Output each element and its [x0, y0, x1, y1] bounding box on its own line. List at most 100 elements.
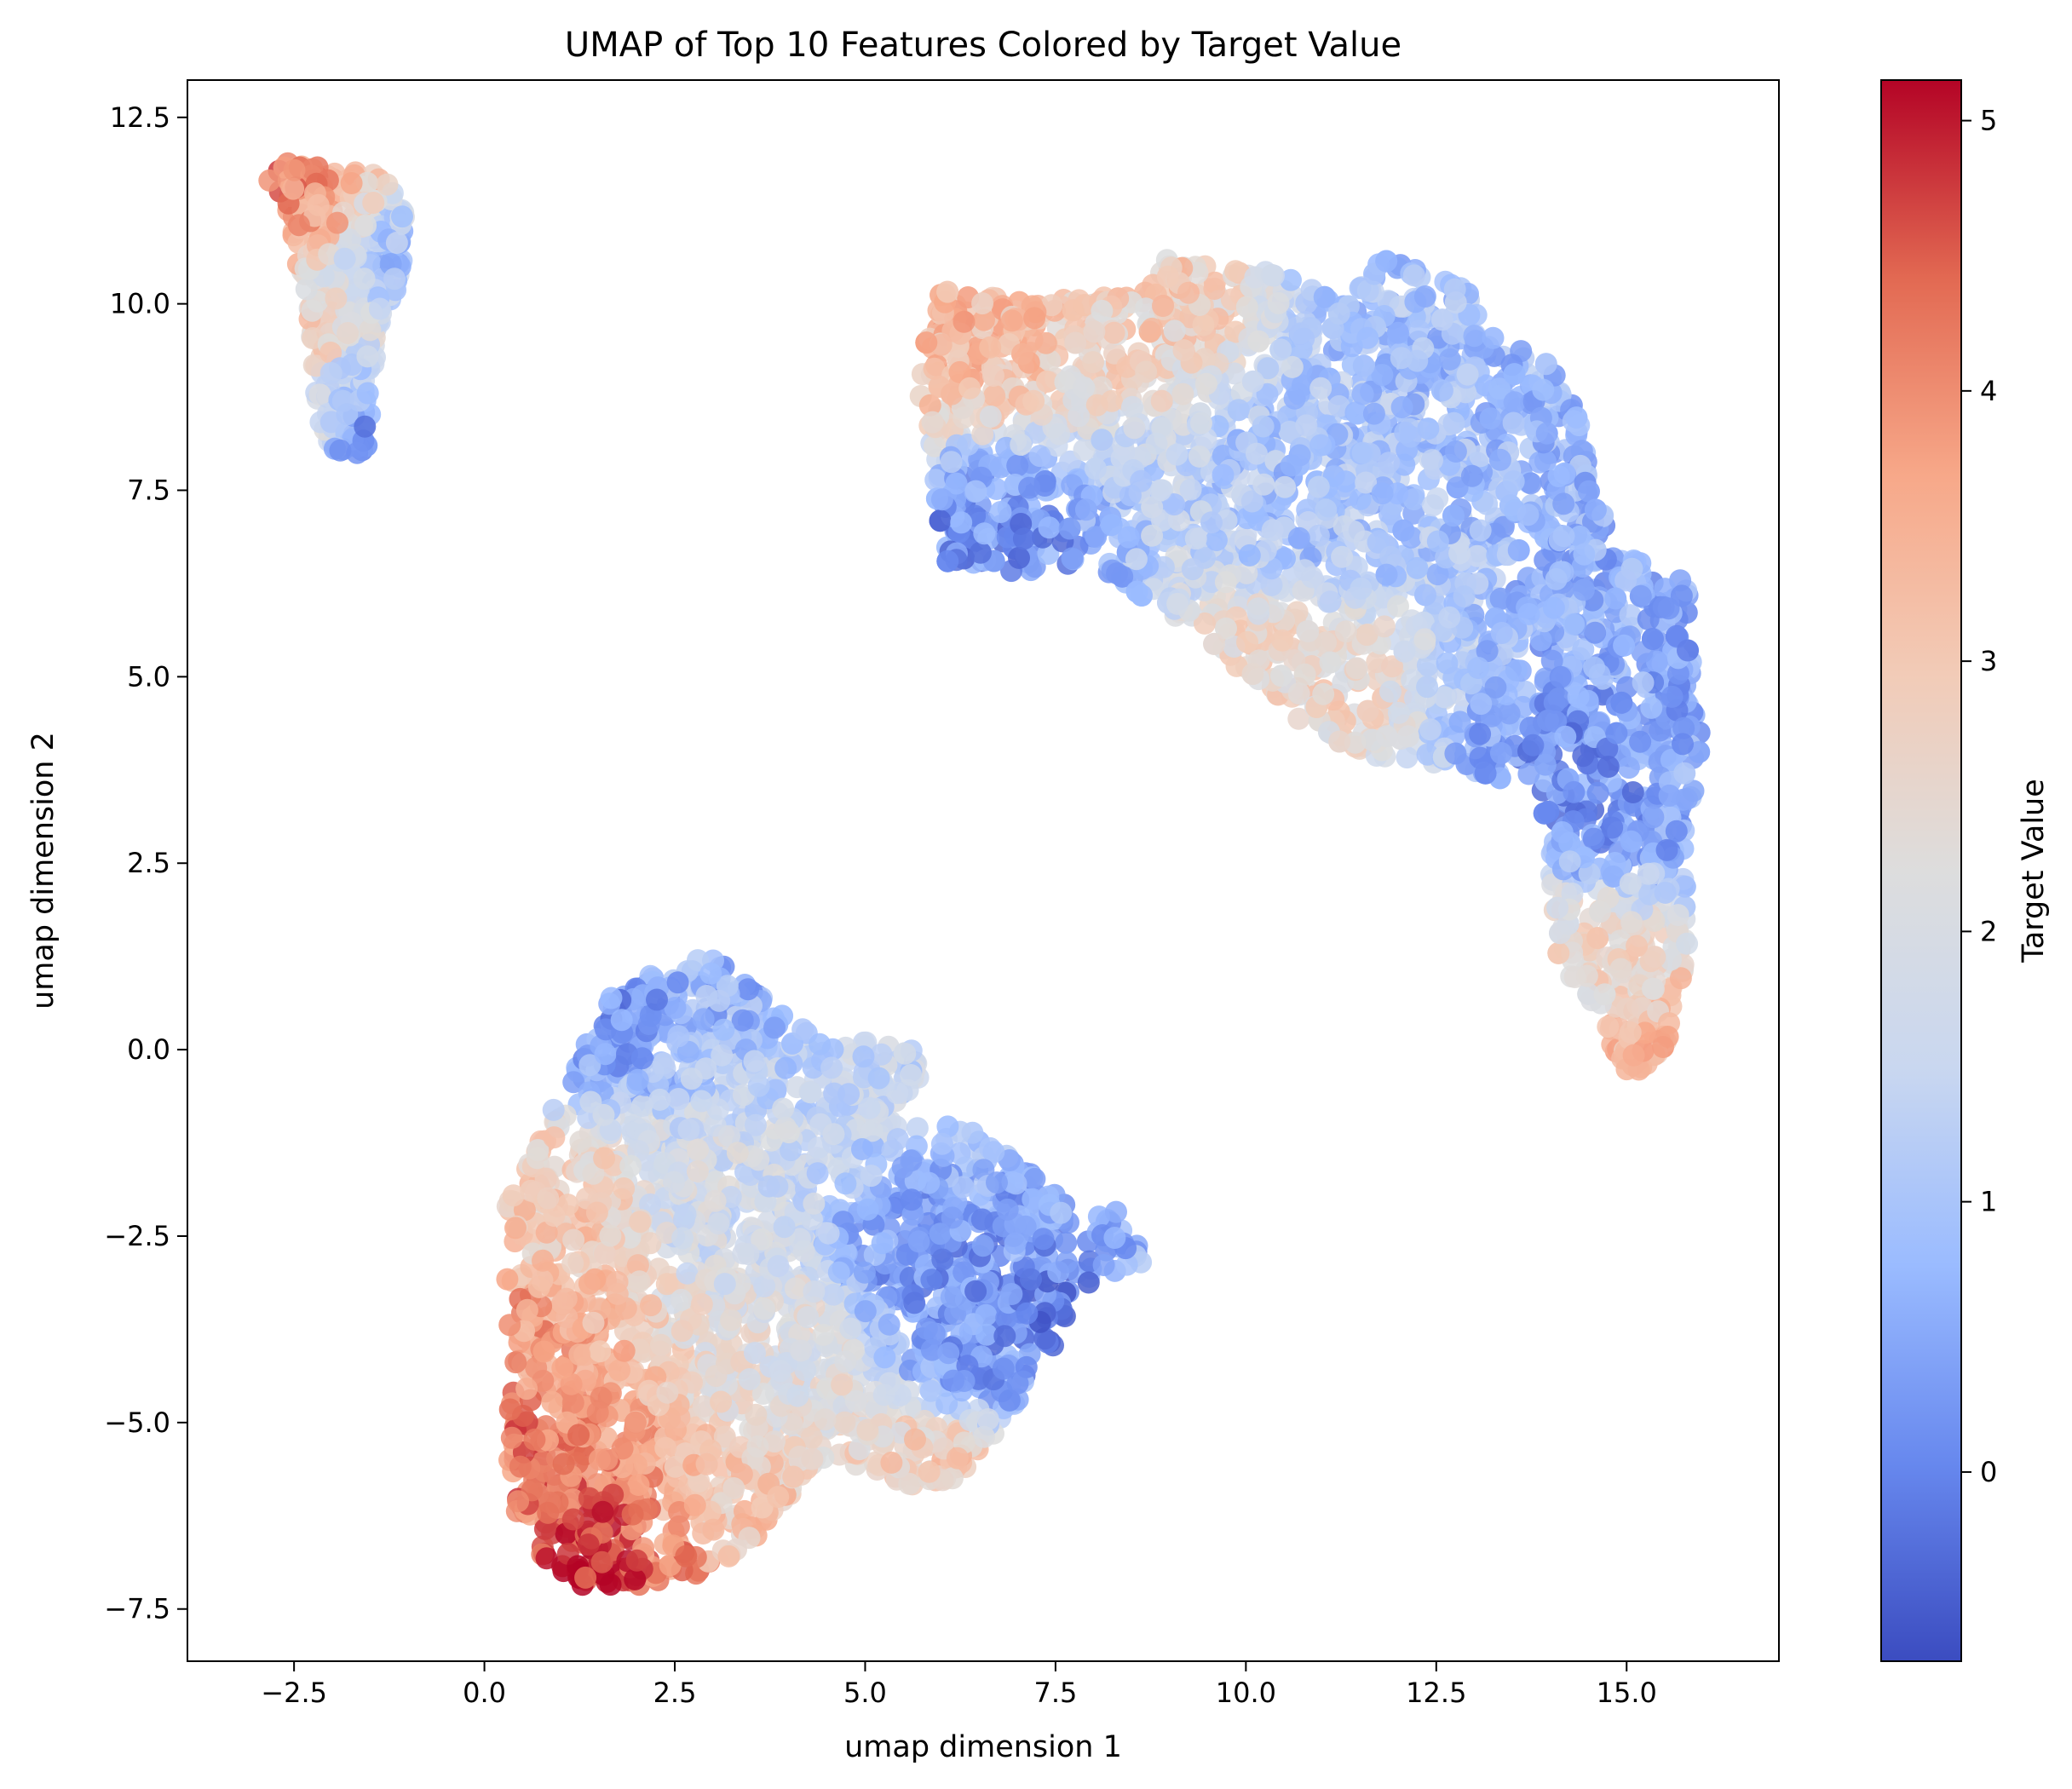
scatter-point — [1549, 922, 1571, 945]
scatter-point — [1545, 567, 1568, 590]
scatter-point — [1456, 363, 1479, 386]
scatter-point — [1658, 784, 1681, 807]
scatter-point — [1335, 620, 1357, 643]
scatter-point — [1203, 632, 1226, 655]
scatter-point — [1373, 615, 1396, 638]
scatter-point — [1292, 327, 1315, 350]
scatter-point — [1522, 733, 1545, 756]
scatter-point — [971, 292, 994, 315]
scatter-point — [1584, 621, 1607, 644]
scatter-point — [1073, 439, 1096, 461]
scatter-point — [1074, 498, 1097, 521]
scatter-point — [1261, 519, 1284, 542]
scatter-point — [1269, 338, 1292, 361]
scatter-point — [1517, 503, 1540, 526]
scatter-point — [1657, 597, 1680, 620]
scatter-point — [948, 360, 971, 383]
scatter-point — [936, 280, 959, 303]
scatter-point — [1244, 266, 1267, 289]
scatter-point — [631, 1095, 653, 1117]
scatter-point — [1319, 590, 1342, 613]
scatter-point — [1378, 452, 1401, 475]
scatter-point — [924, 469, 947, 492]
scatter-point — [329, 439, 352, 462]
scatter-point — [1492, 515, 1515, 538]
scatter-point — [1675, 787, 1698, 810]
scatter-point — [1642, 806, 1665, 829]
scatter-point — [1163, 319, 1186, 342]
scatter-point — [1267, 291, 1290, 314]
scatter-point — [1215, 617, 1237, 640]
scatter-point — [1444, 742, 1467, 765]
scatter-point — [1430, 379, 1453, 402]
scatter-point — [1130, 469, 1153, 492]
scatter-point — [1470, 693, 1493, 716]
scatter-point — [906, 1117, 929, 1140]
scatter-point — [1281, 355, 1304, 378]
scatter-point — [325, 287, 348, 310]
scatter-point — [1540, 649, 1563, 672]
scatter-point — [1619, 1021, 1642, 1044]
scatter-point — [979, 406, 1002, 428]
scatter-point — [1573, 543, 1596, 566]
scatter-point — [356, 171, 378, 194]
scatter-point — [1287, 526, 1310, 549]
scatter-point — [918, 394, 941, 417]
scatter-point — [1532, 378, 1555, 401]
scatter-point — [1519, 472, 1542, 495]
scatter-point — [1292, 374, 1314, 397]
scatter-point — [1022, 389, 1045, 412]
scatter-point — [973, 522, 996, 545]
scatter-point — [1381, 655, 1403, 678]
scatter-point — [1517, 762, 1540, 785]
scatter-point — [1125, 580, 1148, 603]
scatter-point — [1442, 411, 1465, 434]
scatter-point — [1502, 470, 1525, 492]
scatter-point — [1280, 454, 1303, 477]
scatter-point — [1586, 781, 1609, 804]
scatter-point — [1379, 545, 1402, 568]
scatter-point — [1601, 816, 1624, 839]
scatter-point — [1676, 932, 1699, 955]
scatter-point — [1156, 265, 1179, 288]
scatter-point — [1038, 516, 1061, 539]
scatter-point — [1362, 402, 1385, 425]
scatter-point — [1355, 624, 1378, 647]
scatter-point — [1406, 349, 1429, 372]
scatter-point — [1189, 411, 1212, 434]
scatter-point — [1309, 377, 1332, 400]
scatter-point — [1091, 299, 1114, 322]
scatter-point — [1413, 628, 1436, 651]
scatter-point — [1227, 399, 1250, 422]
scatter-point — [1315, 498, 1338, 521]
scatter-point — [1602, 865, 1625, 888]
scatter-point — [1039, 349, 1062, 372]
scatter-point — [1312, 682, 1335, 705]
scatter-point — [1297, 620, 1320, 642]
scatter-point — [1672, 716, 1695, 739]
scatter-point — [1665, 820, 1688, 843]
scatter-point — [354, 214, 377, 237]
scatter-point — [1166, 443, 1189, 466]
scatter-point — [1672, 733, 1694, 756]
scatter-point — [1293, 559, 1316, 582]
scatter-point — [1091, 429, 1114, 452]
scatter-point — [340, 172, 363, 194]
scatter-point — [282, 177, 305, 200]
scatter-point — [1192, 314, 1215, 337]
scatter-point — [1194, 612, 1216, 635]
scatter-point — [1535, 422, 1558, 445]
scatter-point — [989, 501, 1012, 523]
scatter-point — [353, 267, 376, 290]
scatter-point — [1269, 664, 1292, 687]
scatter-point — [1442, 504, 1465, 527]
scatter-point — [1614, 569, 1637, 592]
scatter-point — [1584, 498, 1607, 521]
scatter-point — [1552, 525, 1575, 548]
scatter-point — [1150, 389, 1173, 412]
scatter-point — [1453, 585, 1476, 608]
scatter-point — [1417, 417, 1440, 440]
scatter-point — [1609, 929, 1632, 952]
scatter-point — [1152, 555, 1175, 578]
